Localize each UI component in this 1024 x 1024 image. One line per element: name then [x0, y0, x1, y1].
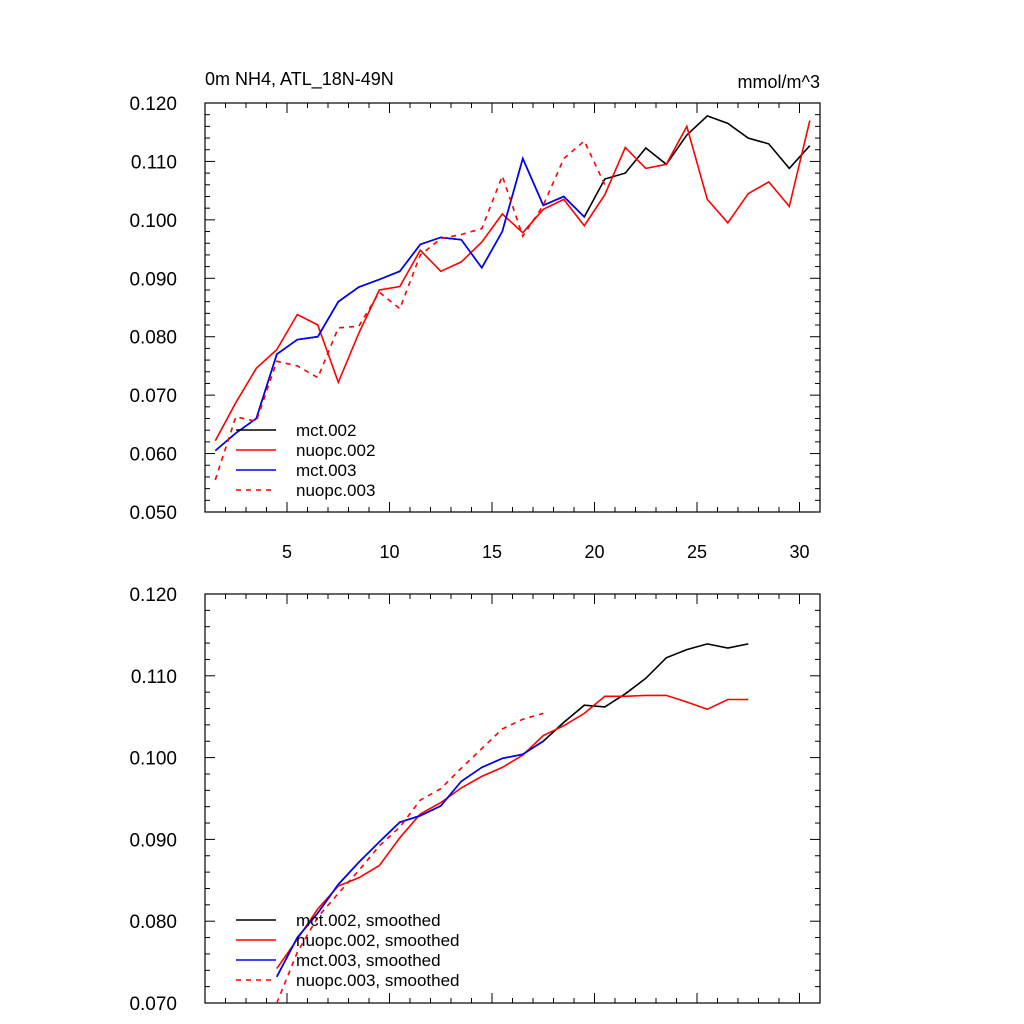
chart-title-left: 0m NH4, ATL_18N-49N: [205, 69, 394, 90]
legend-label: mct.002, smoothed: [296, 911, 441, 930]
series-line-mct-003-smoothed: [276, 740, 544, 978]
x-tick-label: 30: [789, 542, 809, 562]
x-tick-label: 20: [584, 542, 604, 562]
x-tick-label: 25: [687, 542, 707, 562]
bottom-chart-panel: 0.070 0.080 0.090 0.100 0.110 0.120 mct.002, s…: [129, 585, 821, 1015]
x-tick-label: 10: [379, 542, 399, 562]
x-tick-label: 5: [282, 542, 292, 562]
y-tick-label: 0.090: [129, 269, 177, 290]
y-tick-label: 0.070: [129, 994, 177, 1015]
y-tick-label: 0.060: [129, 445, 177, 466]
y-tick-label: 0.120: [129, 585, 177, 606]
series-line-nuopc-003: [214, 139, 606, 481]
chart-units-label: mmol/m^3: [738, 72, 820, 92]
x-tick-label: 15: [482, 542, 502, 562]
y-tick-label: 0.050: [129, 503, 177, 524]
y-tick-label: 0.080: [129, 912, 177, 933]
series-line-nuopc-002-smoothed: [276, 694, 749, 970]
legend-label: mct.003: [296, 461, 356, 480]
y-tick-label: 0.110: [131, 152, 177, 173]
y-tick-label: 0.090: [129, 830, 177, 851]
y-tick-label: 0.120: [129, 94, 177, 115]
legend-label: mct.002: [296, 421, 356, 440]
y-tick-label: 0.110: [131, 667, 177, 688]
series-line-nuopc-003-smoothed: [276, 712, 544, 1003]
legend-label: mct.003, smoothed: [296, 951, 441, 970]
y-tick-label: 0.080: [129, 328, 177, 349]
series-line-nuopc-002: [214, 120, 811, 442]
y-tick-label: 0.100: [129, 749, 177, 770]
series-line-mct-003: [214, 156, 585, 452]
y-tick-label: 0.100: [129, 211, 177, 232]
legend-label: nuopc.002, smoothed: [296, 931, 460, 950]
legend-label: nuopc.003, smoothed: [296, 971, 460, 990]
y-tick-label: 0.070: [129, 386, 177, 407]
legend-label: nuopc.002: [296, 441, 375, 460]
top-chart-panel: 0m NH4, ATL_18N-49N mmol/m^3 5 10 15 20 25 30…: [129, 69, 821, 562]
legend-label: nuopc.003: [296, 481, 375, 500]
series-line-mct-002: [214, 114, 811, 452]
